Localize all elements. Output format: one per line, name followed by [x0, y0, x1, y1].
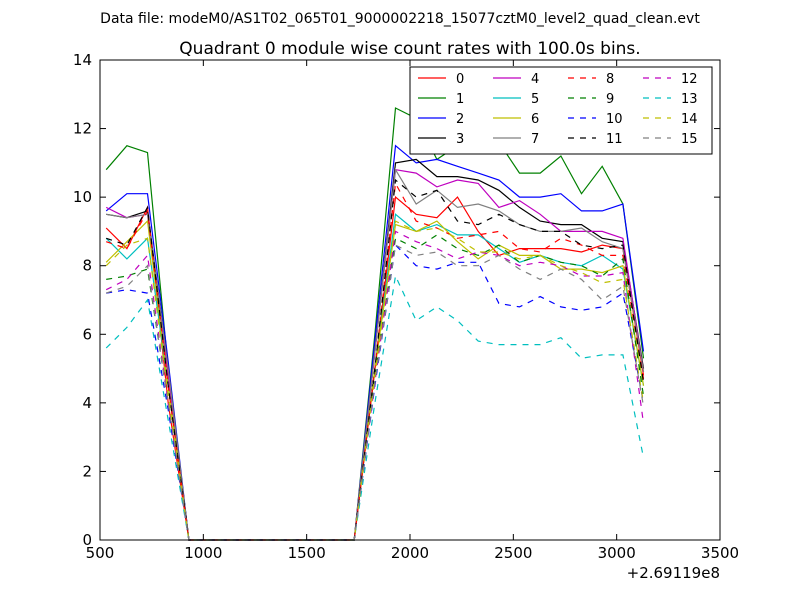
legend-label-9: 9 [606, 92, 614, 107]
y-tick-label: 2 [82, 462, 92, 480]
legend-box [409, 66, 713, 155]
legend-label-0: 0 [456, 72, 464, 87]
series-line-15 [106, 244, 645, 541]
x-offset-label: +2.69119e8 [627, 564, 720, 582]
x-tick-label: 1000 [184, 544, 222, 562]
legend-label-3: 3 [456, 132, 464, 147]
x-tick-label: 3000 [598, 544, 636, 562]
legend-label-8: 8 [606, 72, 614, 87]
legend-label-14: 14 [681, 112, 698, 127]
y-tick-label: 4 [82, 394, 92, 412]
legend-label-4: 4 [531, 72, 539, 87]
legend-label-15: 15 [681, 132, 698, 147]
chart-suptitle: Data file: modeM0/AS1T02_065T01_90000022… [100, 11, 700, 27]
legend-label-1: 1 [456, 92, 464, 107]
legend-label-6: 6 [531, 112, 539, 127]
chart-title: Quadrant 0 module wise count rates with … [179, 39, 640, 59]
legend-label-10: 10 [606, 112, 623, 127]
x-tick-label: 2000 [391, 544, 429, 562]
legend-label-2: 2 [456, 112, 464, 127]
legend-label-7: 7 [531, 132, 539, 147]
y-tick-label: 10 [73, 188, 92, 206]
legend-label-13: 13 [681, 92, 698, 107]
legend-label-12: 12 [681, 72, 698, 87]
series-line-11 [106, 178, 645, 541]
x-axis: 500 1000 1500 2000 2500 3000 3500 [86, 60, 739, 562]
x-tick-label: 1500 [288, 544, 326, 562]
legend-label-5: 5 [531, 92, 539, 107]
legend-label-11: 11 [606, 132, 623, 147]
y-tick-label: 6 [82, 325, 92, 343]
y-tick-label: 14 [73, 51, 92, 69]
x-tick-label: 500 [86, 544, 115, 562]
y-tick-label: 12 [73, 120, 92, 138]
x-tick-label: 3500 [701, 544, 739, 562]
x-tick-label: 2500 [494, 544, 532, 562]
y-tick-label: 0 [82, 531, 92, 549]
y-tick-label: 8 [82, 257, 92, 275]
